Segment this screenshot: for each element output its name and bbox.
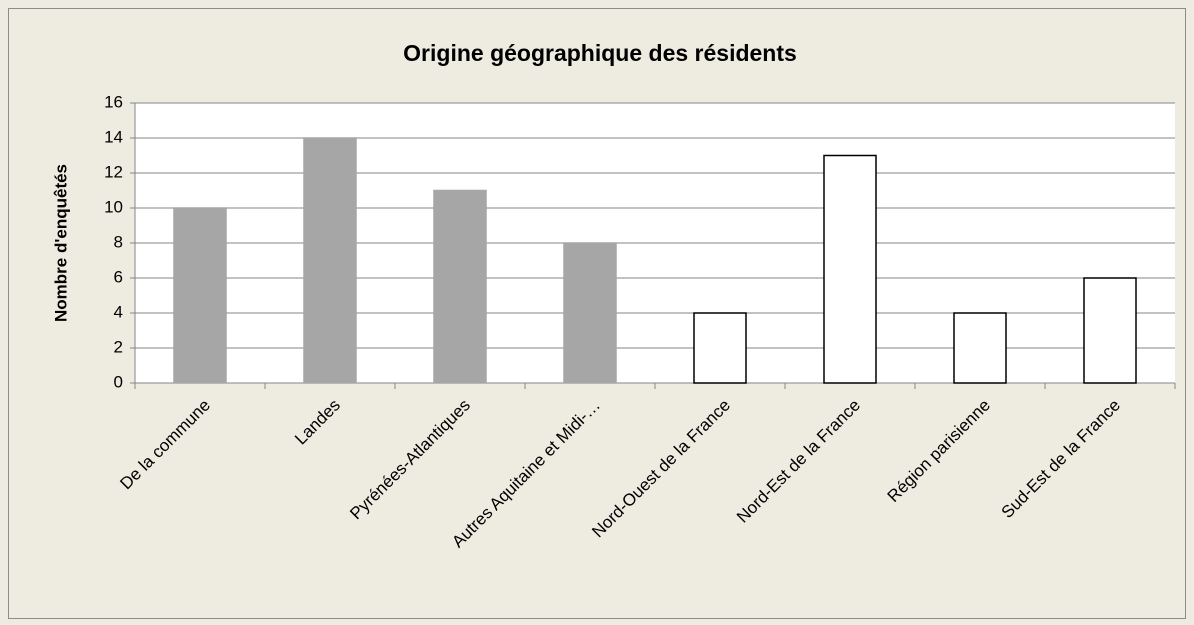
y-tick-label: 0 [114,372,123,391]
y-tick-label: 14 [104,127,123,146]
chart-title: Origine géographique des résidents [403,40,797,66]
chart-frame [8,8,1186,619]
y-tick-label: 6 [114,267,123,286]
bar [823,154,877,384]
y-tick-label: 10 [104,197,123,216]
y-axis-label: Nombre d'enquêtés [51,164,70,322]
bar [953,312,1007,384]
y-tick-label: 16 [104,92,123,111]
bar [173,207,227,384]
y-tick-label: 12 [104,162,123,181]
bar [563,242,617,384]
y-tick-label: 2 [114,337,123,356]
bar [433,189,487,384]
bar [303,137,357,384]
bar [693,312,747,384]
y-tick-label: 4 [114,302,123,321]
bar [1083,277,1137,384]
y-tick-label: 8 [114,232,123,251]
